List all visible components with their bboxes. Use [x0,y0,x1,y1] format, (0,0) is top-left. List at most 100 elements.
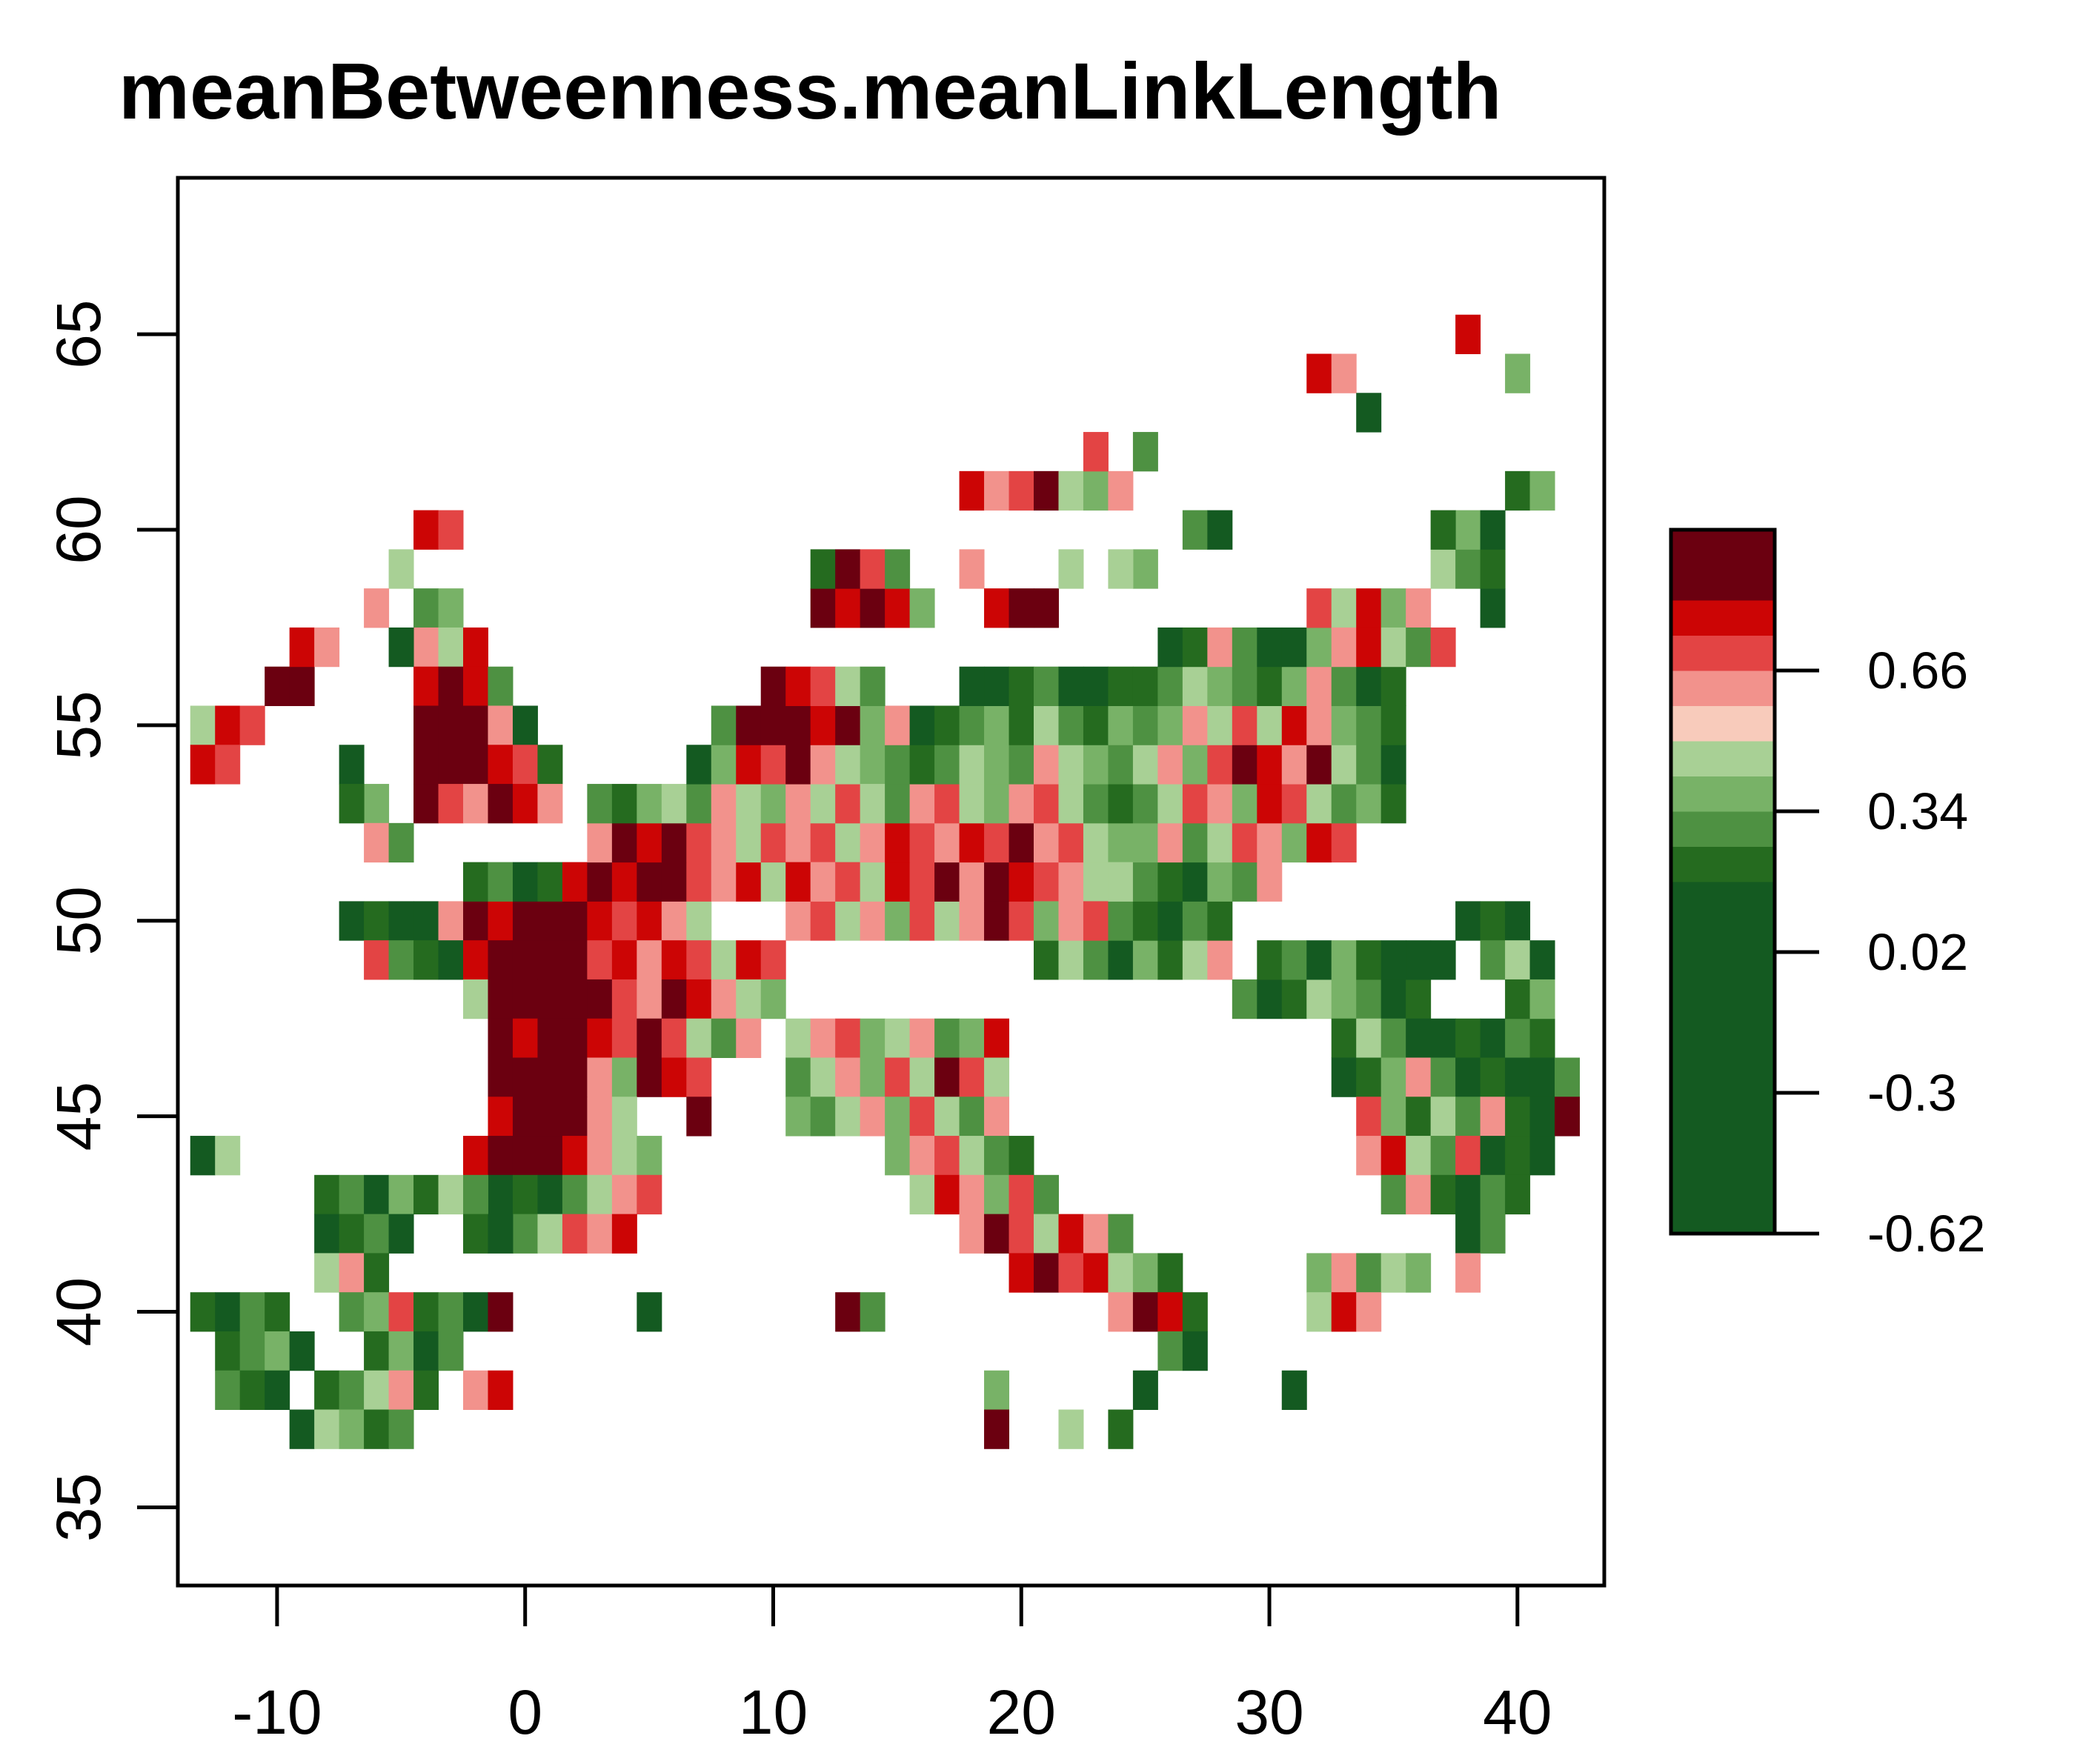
heatmap-cell [1455,1214,1481,1254]
heatmap-cell [463,1292,488,1332]
heatmap-cell [537,784,563,824]
heatmap-cell [388,1214,414,1254]
y-tick-label: 55 [44,691,113,759]
heatmap-cell [1157,705,1183,745]
heatmap-cell [637,1057,662,1097]
heatmap-cell [686,822,712,863]
heatmap-cell [1058,549,1084,589]
heatmap-cell [909,1097,935,1137]
y-tick-label: 45 [44,1082,113,1151]
heatmap-cell [438,588,464,628]
heatmap-cell [860,666,885,706]
heatmap-cell [760,705,786,745]
heatmap-cell [611,1214,637,1254]
heatmap-cell [537,901,563,941]
heatmap-cell [215,1292,241,1332]
heatmap-cell [661,979,687,1019]
heatmap-cell [587,1018,613,1058]
heatmap-cell [413,666,439,706]
heatmap-cell [1009,588,1034,628]
heatmap-cell [1480,588,1506,628]
heatmap-cell [934,822,960,863]
heatmap-cell [1505,1174,1531,1215]
heatmap-cell [661,784,687,824]
heatmap-cell [438,705,464,745]
heatmap-cell [736,822,762,863]
heatmap-cell [1083,1253,1109,1293]
heatmap-cell [1529,979,1555,1019]
heatmap-cell [959,862,985,902]
heatmap-cell [438,745,464,785]
heatmap-cell [1356,745,1382,785]
heatmap-cell [1455,1253,1481,1293]
heatmap-cell [537,940,563,980]
heatmap-cell [1108,862,1134,902]
heatmap-cell [289,666,315,706]
heatmap-cell [1480,549,1506,589]
heatmap-cell [1009,784,1034,824]
heatmap-cell [239,1292,265,1332]
heatmap-cell [711,979,737,1019]
y-tick-label: 35 [44,1473,113,1542]
heatmap-cell [1034,666,1059,706]
heatmap-cell [909,745,935,785]
heatmap-cell [1182,705,1208,745]
heatmap-cell [1406,1018,1432,1058]
heatmap-cell [1034,940,1059,980]
heatmap-cell [364,1331,390,1371]
heatmap-cell [1529,1136,1555,1176]
heatmap-cell [736,979,762,1019]
heatmap-cell [909,784,935,824]
heatmap-cell [587,1214,613,1254]
heatmap-cell [736,1018,762,1058]
heatmap-cell [760,979,786,1019]
heatmap-cell [1380,1253,1406,1293]
heatmap-cell [1406,1136,1432,1176]
heatmap-cell [835,549,861,589]
heatmap-cell [860,588,885,628]
heatmap-cell [835,666,861,706]
heatmap-cell [388,1331,414,1371]
heatmap-cell [512,745,538,785]
heatmap-cell [265,1370,290,1410]
heatmap-cell [711,1018,737,1058]
heatmap-cell [984,705,1010,745]
heatmap-cell [1356,588,1382,628]
heatmap-cell [413,510,439,550]
heatmap-cell [686,979,712,1019]
heatmap-cell [1380,1057,1406,1097]
heatmap-cell [1380,1018,1406,1058]
heatmap-cell [1207,862,1233,902]
heatmap-cell [1529,470,1555,511]
heatmap-cell [1132,432,1158,472]
heatmap-cell [1108,901,1134,941]
heatmap-cell [463,1174,488,1215]
heatmap-cell [463,705,488,745]
heatmap-cell [1257,822,1283,863]
heatmap-cell [1356,1097,1382,1137]
heatmap-cell [512,1136,538,1176]
heatmap-cell [984,1409,1010,1449]
heatmap-cell [1232,979,1257,1019]
heatmap-cell [760,745,786,785]
heatmap-cell [1281,666,1307,706]
heatmap-cell [339,1253,365,1293]
heatmap-cell [364,1253,390,1293]
heatmap-cell [885,862,911,902]
heatmap-cell [959,745,985,785]
heatmap-cell [388,940,414,980]
heatmap-cell [463,666,488,706]
heatmap-cell [984,588,1010,628]
heatmap-cell [1306,979,1332,1019]
heatmap-cell [562,1018,588,1058]
heatmap-cell [1058,666,1084,706]
heatmap-cell [1356,1018,1382,1058]
heatmap-cell [835,784,861,824]
x-tick-label: 10 [739,1677,808,1747]
heatmap-cell [562,862,588,902]
heatmap-cell [1083,1214,1109,1254]
heatmap-cell [1132,1292,1158,1332]
heatmap-cell [1083,862,1109,902]
heatmap-cell [1555,1097,1581,1137]
